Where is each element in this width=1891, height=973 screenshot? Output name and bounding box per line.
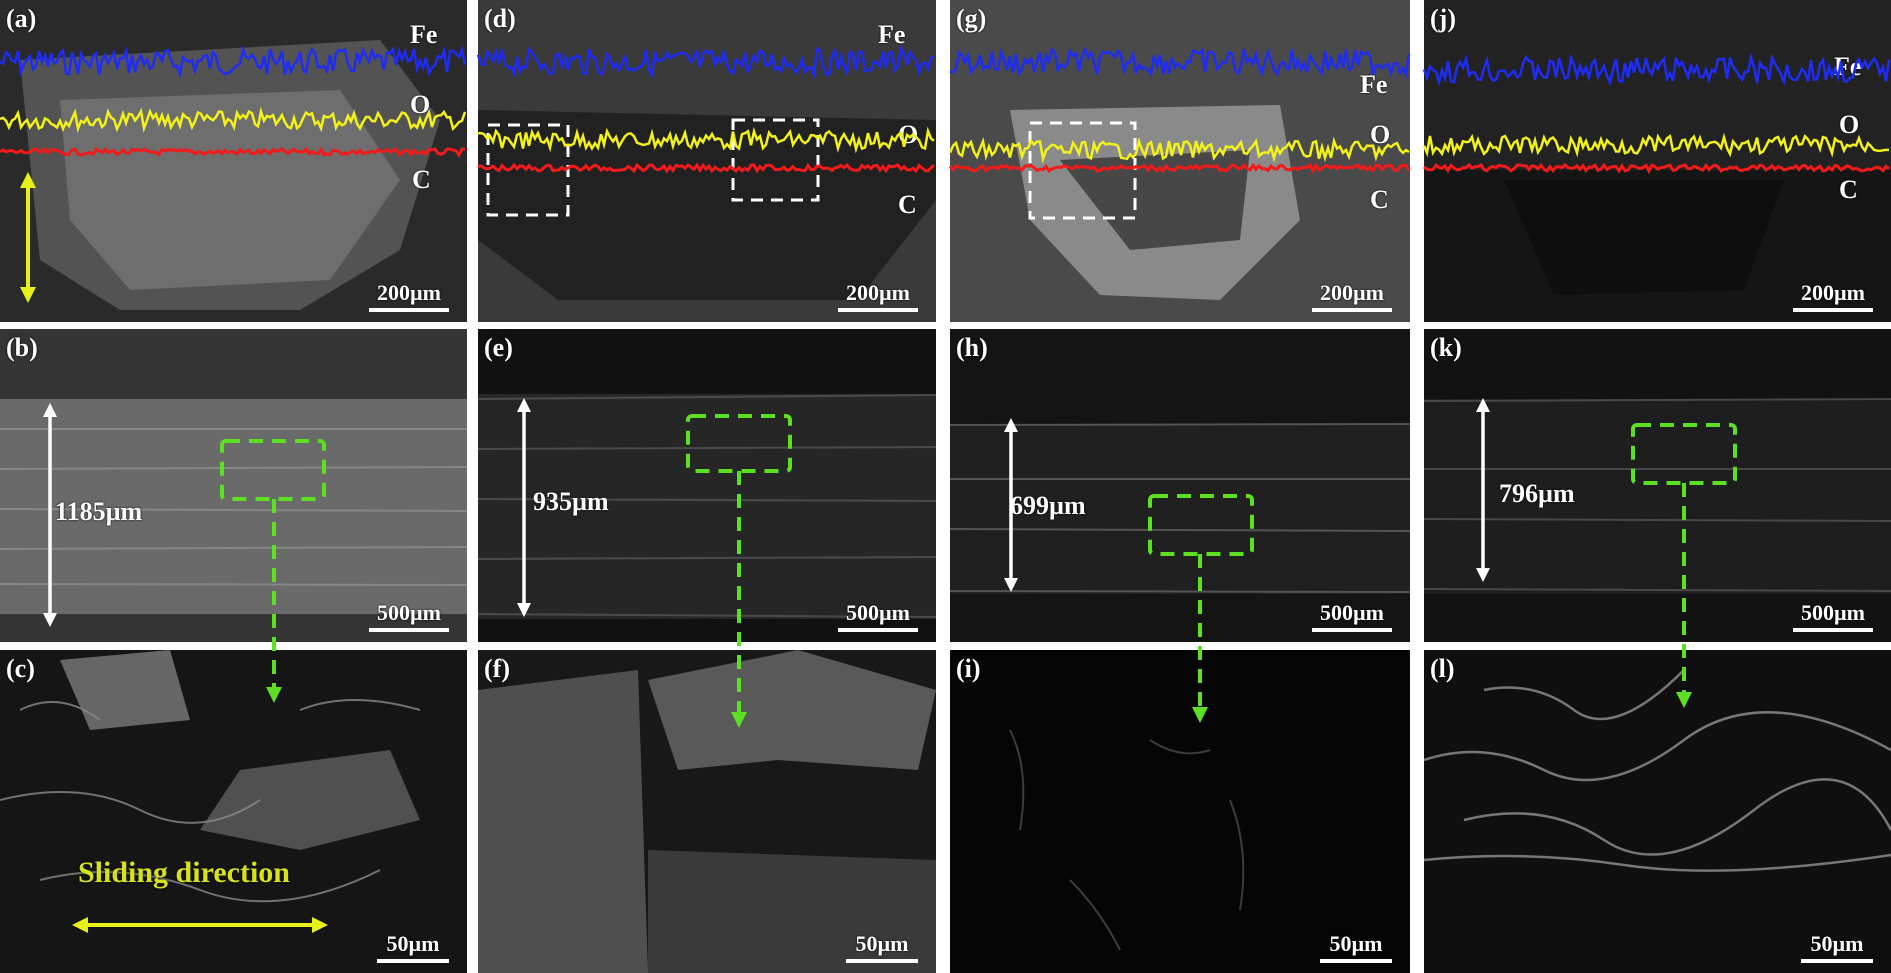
c-label: C	[1370, 185, 1389, 214]
scale-bar: 500µm	[369, 600, 449, 632]
panel-label: (g)	[956, 4, 987, 33]
track-width-label: 796µm	[1499, 479, 1575, 508]
panel-label: (b)	[6, 333, 38, 362]
scale-bar: 50µm	[846, 931, 918, 963]
panel-label: (f)	[484, 654, 510, 683]
panel-j: (j) Fe O C 200µm	[1424, 0, 1891, 322]
panel-label: (k)	[1430, 333, 1462, 362]
c-label: C	[898, 190, 917, 219]
o-label: O	[410, 90, 431, 119]
panel-b: (b) 1185µm 500µm	[0, 329, 467, 642]
sliding-direction-label: Sliding direction	[78, 856, 290, 889]
fe-label: Fe	[1834, 52, 1862, 81]
scale-bar: 200µm	[838, 280, 918, 312]
panel-i: (i) 50µm	[950, 650, 1410, 973]
panel-d: (d) Fe O C 200µm	[478, 0, 936, 322]
track-width-label: 935µm	[533, 487, 609, 516]
scale-bar: 200µm	[369, 280, 449, 312]
o-label: O	[898, 120, 919, 149]
o-label: O	[1370, 120, 1391, 149]
scale-bar: 500µm	[1312, 600, 1392, 632]
panel-label: (a)	[6, 4, 37, 33]
c-label: C	[1839, 175, 1858, 204]
panel-g: (g) Fe O C 200µm	[950, 0, 1410, 322]
scale-bar: 500µm	[838, 600, 918, 632]
panel-label: (h)	[956, 333, 988, 362]
panel-l: (l) 50µm	[1424, 650, 1891, 973]
panel-k: (k) 796µm 500µm	[1424, 329, 1891, 642]
panel-e: (e) 935µm 500µm	[478, 329, 936, 642]
scale-bar: 50µm	[377, 931, 449, 963]
track-width-label: 1185µm	[55, 497, 143, 526]
o-label: O	[1839, 110, 1860, 139]
panel-c: (c) Sliding direction 50µm	[0, 650, 467, 973]
panel-label: (l)	[1430, 654, 1455, 683]
panel-label: (i)	[956, 654, 981, 683]
fe-label: Fe	[410, 20, 438, 49]
fe-label: Fe	[878, 20, 906, 49]
track-width-label: 699µm	[1010, 491, 1086, 520]
c-label: C	[412, 165, 431, 194]
scale-bar: 50µm	[1801, 931, 1873, 963]
scale-bar: 50µm	[1320, 931, 1392, 963]
panel-label: (d)	[484, 4, 516, 33]
panel-label: (c)	[6, 654, 35, 683]
panel-h: (h) 699µm 500µm	[950, 329, 1410, 642]
panel-f: (f) 50µm	[478, 650, 936, 973]
scale-bar: 200µm	[1793, 280, 1873, 312]
fe-label: Fe	[1360, 70, 1388, 99]
panel-label: (j)	[1430, 4, 1456, 33]
panel-a: (a) Fe O C 200µm	[0, 0, 467, 322]
scale-bar: 200µm	[1312, 280, 1392, 312]
panel-label: (e)	[484, 333, 513, 362]
scale-bar: 500µm	[1793, 600, 1873, 632]
